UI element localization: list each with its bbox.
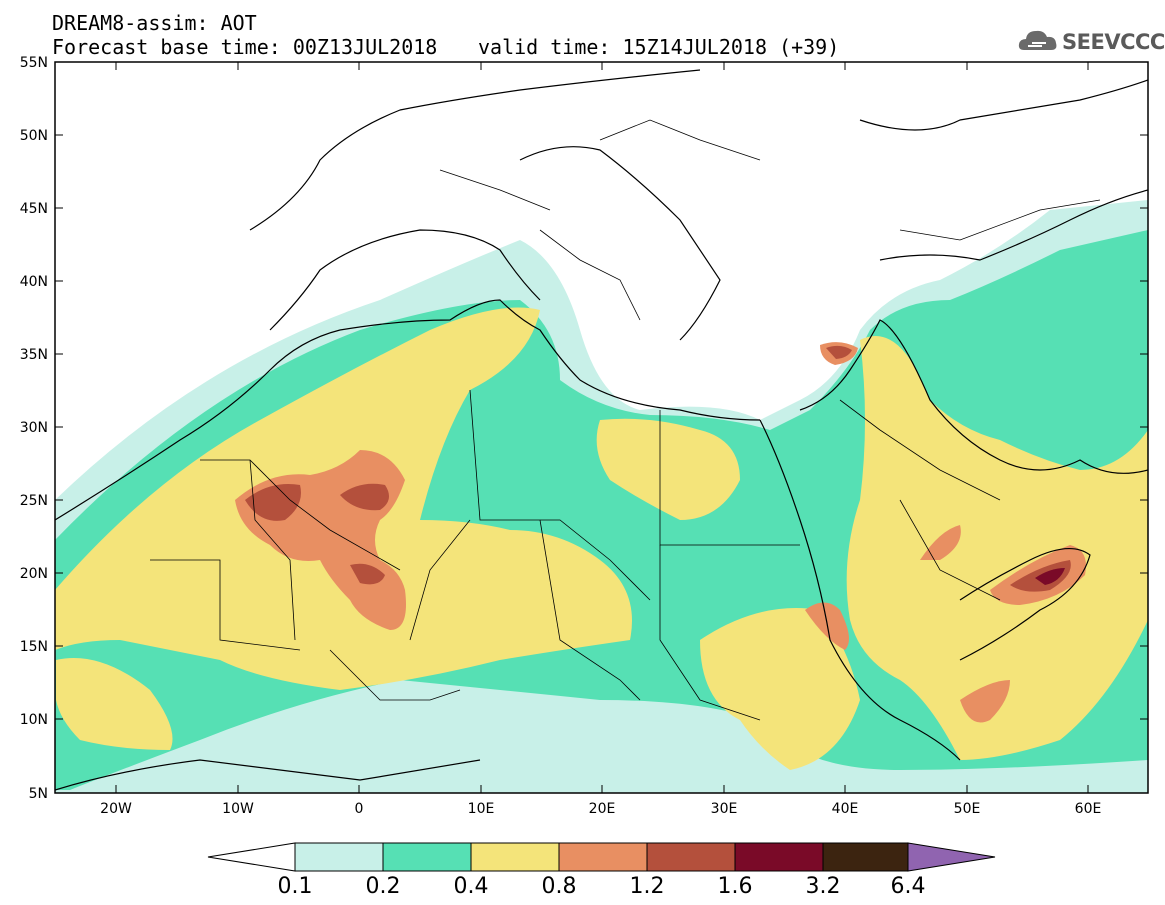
colorbar-label: 0.1 xyxy=(277,874,313,899)
aot-contour-1.2 xyxy=(826,345,852,359)
lon-label: 40E xyxy=(832,801,859,817)
lon-label: 50E xyxy=(954,801,981,817)
lat-label: 55N xyxy=(20,55,48,71)
lat-label: 15N xyxy=(20,639,48,655)
logo-text: SEEVCCC xyxy=(1062,30,1165,54)
coastlines xyxy=(55,69,1148,791)
lat-label: 50N xyxy=(20,128,48,144)
lon-label: 20W xyxy=(100,801,132,817)
colorbar-swatch xyxy=(382,842,472,872)
lat-label: 45N xyxy=(20,201,48,217)
lon-label: 30E xyxy=(711,801,738,817)
colorbar-lower-arrow xyxy=(207,842,296,872)
colorbar-label: 1.6 xyxy=(717,874,753,899)
lon-label: 10W xyxy=(222,801,254,817)
colorbar-label: 0.2 xyxy=(365,874,401,899)
colorbar-label: 1.2 xyxy=(629,874,665,899)
lat-label: 10N xyxy=(20,712,48,728)
lon-label: 20E xyxy=(589,801,616,817)
lat-label: 40N xyxy=(20,274,48,290)
colorbar-swatch xyxy=(734,842,824,872)
colorbar-swatch xyxy=(470,842,560,872)
colorbar-swatch xyxy=(294,842,384,872)
aot-contour-1.6 xyxy=(1035,568,1065,585)
aot-contour-0.8 xyxy=(960,680,1010,723)
colorbar xyxy=(207,842,996,872)
aot-contour-1.2 xyxy=(340,483,389,511)
valid-time: valid time: 15Z14JUL2018 (+39) xyxy=(478,35,840,59)
lat-label: 25N xyxy=(20,493,48,509)
aot-contour-0.4 xyxy=(56,658,173,750)
aot-contour-1.2 xyxy=(350,563,385,585)
colorbar-label: 3.2 xyxy=(805,874,841,899)
colorbar-swatch xyxy=(646,842,736,872)
colorbar-swatch xyxy=(822,842,909,872)
lat-label: 35N xyxy=(20,347,48,363)
axis-ticks xyxy=(55,61,1148,793)
aot-contour-0.4 xyxy=(700,608,860,770)
aot-field xyxy=(55,62,1148,793)
lon-label: 0 xyxy=(355,801,364,817)
aot-contour-0.4 xyxy=(596,418,740,520)
lon-label: 10E xyxy=(468,801,495,817)
colorbar-label: 0.4 xyxy=(453,874,489,899)
country-borders xyxy=(150,119,1101,721)
forecast-base-time: Forecast base time: 00Z13JUL2018 xyxy=(52,35,438,59)
aot-contour-0.4 xyxy=(846,336,1148,760)
colorbar-label: 0.8 xyxy=(541,874,577,899)
colorbar-swatch xyxy=(558,842,648,872)
colorbar-label: 6.4 xyxy=(890,874,926,899)
cloud-logo-icon xyxy=(1018,30,1057,50)
map-title: DREAM8-assim: AOT xyxy=(52,11,257,35)
aot-contour-1.2 xyxy=(245,484,301,521)
lat-label: 30N xyxy=(20,420,48,436)
lon-label: 60E xyxy=(1075,801,1102,817)
lat-label: 20N xyxy=(20,566,48,582)
aot-contour-0.8 xyxy=(920,525,961,560)
lat-label: 5N xyxy=(29,786,48,802)
colorbar-upper-arrow xyxy=(907,842,996,872)
